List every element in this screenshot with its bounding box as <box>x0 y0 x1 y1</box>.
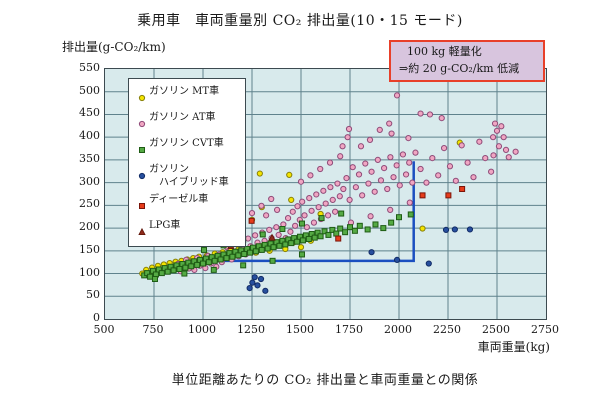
y-tick-label: 500 <box>79 83 100 97</box>
y-tick-label: 450 <box>79 106 100 120</box>
y-axis-label: 排出量(g-CO₂/km) <box>62 40 166 54</box>
y-tick-label: 0 <box>93 311 100 324</box>
legend-item: ディーゼル車 <box>137 194 241 215</box>
legend-item-label: LPG車 <box>149 220 181 231</box>
chart-title: 乗用車 車両重量別 CO₂ 排出量(10・15 モード) <box>137 13 463 29</box>
triangle-marker-icon <box>137 222 149 241</box>
legend-item: ガソリン MT車 <box>137 86 241 107</box>
x-tick-label: 2750 <box>531 323 559 336</box>
y-tick-label: 250 <box>79 197 100 211</box>
x-tick-label: 500 <box>93 323 115 336</box>
legend-item-label: ディーゼル車 <box>149 194 209 205</box>
legend-item-label: ガソリン AT車 <box>149 112 216 123</box>
x-tick-label: 1000 <box>188 323 216 336</box>
x-tick-label: 2000 <box>384 323 412 336</box>
circle-marker-icon <box>137 114 149 133</box>
x-axis-label: 車両重量(kg) <box>477 340 550 354</box>
legend-item-label: ガソリン CVT車 <box>149 138 224 149</box>
x-tick-label: 2250 <box>433 323 461 336</box>
x-tick-label: 750 <box>142 323 164 336</box>
legend-item: ガソリン AT車 <box>137 112 241 133</box>
y-tick-label: 400 <box>79 129 100 143</box>
legend-item: ガソリン CVT車 <box>137 138 241 159</box>
legend-item-label: ガソリン MT車 <box>149 86 220 97</box>
scatter-plot-svg <box>105 69 546 319</box>
annotation-box: 100 kg 軽量化 ⇒約 20 g-CO₂/km 低減 <box>389 40 545 82</box>
y-tick-label: 150 <box>79 242 100 256</box>
legend-box: ガソリン MT車 ガソリン AT車 ガソリン CVT車ガソリン ハイブリッド車ディー… <box>128 78 246 247</box>
square-marker-icon <box>137 140 149 159</box>
annotation-line2: ⇒約 20 g-CO₂/km 低減 <box>399 61 520 75</box>
x-tick-label: 1250 <box>237 323 265 336</box>
circle-marker-icon <box>137 88 149 107</box>
legend-item-label: ガソリン ハイブリッド車 <box>149 164 229 188</box>
plot-area <box>104 68 547 320</box>
legend-item: LPG車 <box>137 220 241 241</box>
y-tick-label: 100 <box>79 265 100 279</box>
figure-caption: 単位距離あたりの CO₂ 排出量と車両重量との関係 <box>171 373 479 388</box>
x-tick-label: 1500 <box>286 323 314 336</box>
x-tick-label: 2500 <box>482 323 510 336</box>
y-tick-label: 300 <box>79 174 100 188</box>
square-marker-icon <box>137 196 149 215</box>
x-tick-label: 1750 <box>335 323 363 336</box>
y-tick-label: 200 <box>79 220 100 234</box>
annotation-line1: 100 kg 軽量化 <box>407 45 482 58</box>
circle-marker-icon <box>137 166 149 185</box>
y-tick-label: 50 <box>86 288 100 302</box>
y-tick-label: 350 <box>79 151 100 165</box>
legend-item: ガソリン ハイブリッド車 <box>137 164 241 189</box>
y-tick-label: 550 <box>79 61 100 74</box>
